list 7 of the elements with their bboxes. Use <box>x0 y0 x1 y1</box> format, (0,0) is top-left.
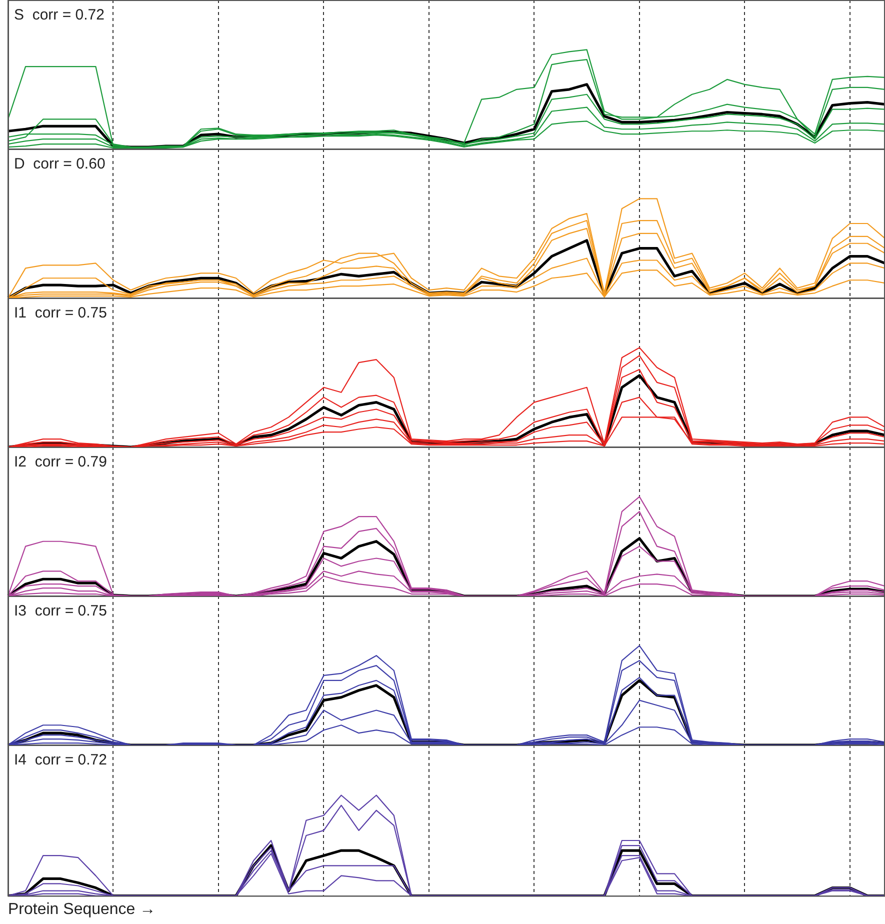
chart-title: I3 corr = 0.75 <box>14 602 107 620</box>
chart-title: D corr = 0.60 <box>14 156 106 173</box>
chart-title: I1 corr = 0.75 <box>14 304 107 322</box>
chart-title: I4 corr = 0.72 <box>14 752 107 769</box>
chart-title: I2 corr = 0.79 <box>14 454 107 471</box>
x-axis-title: Protein Sequence → <box>8 900 156 918</box>
chart-title: S corr = 0.72 <box>14 6 104 24</box>
